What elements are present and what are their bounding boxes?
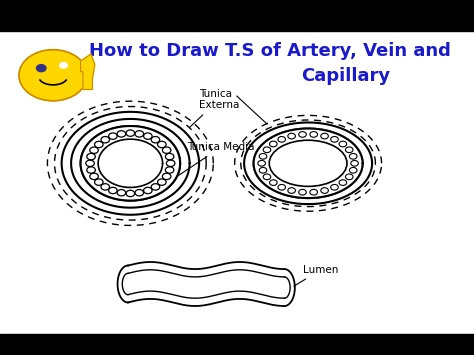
Circle shape	[81, 126, 180, 200]
Ellipse shape	[254, 129, 363, 198]
Text: How to Draw T.S of Artery, Vein and: How to Draw T.S of Artery, Vein and	[89, 42, 451, 60]
Circle shape	[98, 139, 163, 187]
Text: Lumen: Lumen	[294, 265, 339, 286]
Text: Tunica
Externa: Tunica Externa	[189, 89, 239, 128]
Text: Tunica Media: Tunica Media	[178, 142, 255, 176]
Ellipse shape	[269, 140, 347, 186]
Circle shape	[36, 65, 46, 72]
Polygon shape	[81, 54, 95, 89]
Circle shape	[19, 50, 87, 101]
Circle shape	[60, 62, 67, 68]
Text: Capillary: Capillary	[301, 67, 391, 84]
